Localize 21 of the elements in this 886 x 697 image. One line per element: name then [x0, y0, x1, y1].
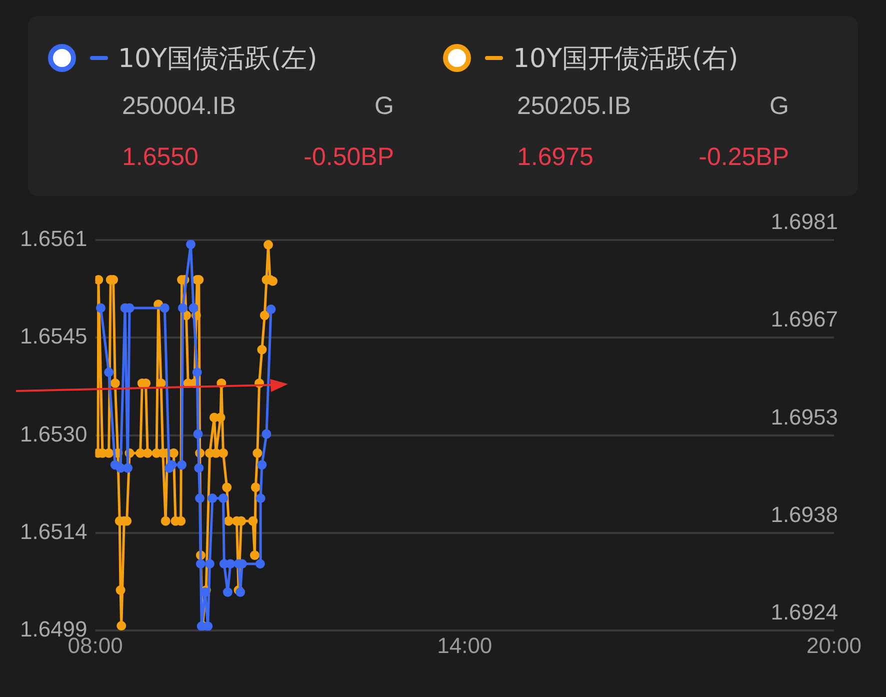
- y2-tick-label: 1.6938: [770, 502, 838, 528]
- text: 1.6550: [122, 142, 198, 172]
- legend-label: 10Y国债活跃(左): [118, 42, 318, 76]
- text: 1.6975: [517, 142, 594, 172]
- y2-tick-label: 1.6924: [770, 600, 838, 625]
- y2-tick-label: 1.6953: [770, 404, 838, 430]
- text: G: [770, 92, 789, 120]
- text: -0.50BP: [304, 142, 394, 172]
- text: 250205.IB: [517, 92, 631, 120]
- y-tick-label: 1.6514: [20, 519, 88, 544]
- y2-tick-label: 1.6981: [770, 209, 838, 234]
- legend-label: 10Y国开债活跃(右): [513, 42, 738, 76]
- x-tick-label: 20:00: [806, 632, 862, 658]
- y-tick-label: 1.6561: [20, 226, 88, 252]
- x-tick-label: 14:00: [437, 632, 492, 658]
- y-tick-label: 1.6545: [20, 324, 88, 349]
- text: G: [374, 92, 394, 120]
- text: 250004.IB: [122, 92, 236, 120]
- y2-tick-label: 1.6967: [770, 306, 838, 332]
- text: -0.25BP: [698, 142, 789, 172]
- y-tick-label: 1.6530: [20, 421, 88, 446]
